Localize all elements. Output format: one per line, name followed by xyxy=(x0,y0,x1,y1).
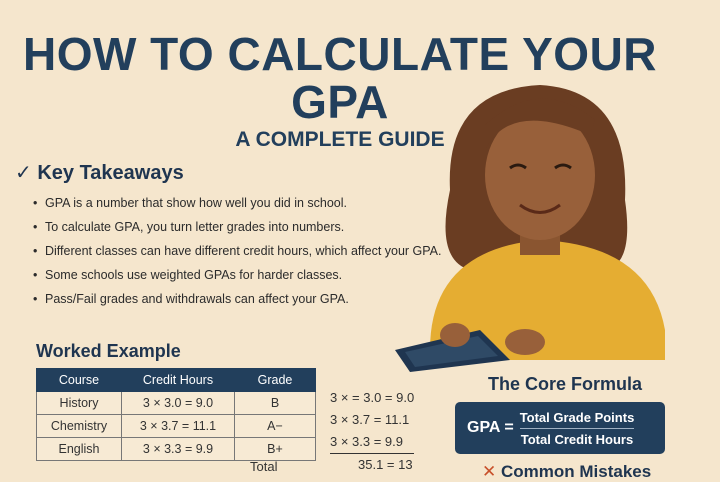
cell: B+ xyxy=(234,437,316,461)
table-header-row: Course Credit Hours Grade xyxy=(36,368,316,392)
cell: 3 × 3.3 = 9.9 xyxy=(121,437,235,461)
calc-line: 3 × 3.7 = 11.1 xyxy=(330,412,410,427)
calc-line: 3 × = 3.0 = 9.0 xyxy=(330,390,415,405)
calc-total: 35.1 = 13 xyxy=(358,457,413,472)
column-header: Course xyxy=(36,368,122,392)
title-line1: HOW TO CALCULATE YOUR xyxy=(22,28,658,80)
formula-numerator: Total Grade Points xyxy=(519,410,635,429)
formula-denominator: Total Credit Hours xyxy=(520,431,634,447)
formula-box: GPA = Total Grade Points Total Credit Ho… xyxy=(455,402,665,454)
table-row: History 3 × 3.0 = 9.0 B xyxy=(36,391,316,415)
cell: 3 × 3.0 = 9.0 xyxy=(121,391,235,415)
list-item: Different classes can have different cre… xyxy=(33,243,465,260)
total-label: Total xyxy=(250,459,278,474)
checkmark-icon: ✓ xyxy=(15,162,32,184)
calc-line: 3 × 3.3 = 9.9 xyxy=(330,431,415,454)
cell: B xyxy=(234,391,316,415)
common-mistakes-heading: ✕ Common Mistakes xyxy=(482,462,651,482)
list-item: Pass/Fail grades and withdrawals can aff… xyxy=(33,291,465,308)
student-illustration xyxy=(395,85,665,372)
title-line2: GPA xyxy=(291,76,389,128)
key-takeaways-section: ✓ Key Takeaways GPA is a number that sho… xyxy=(15,160,465,315)
list-item: To calculate GPA, you turn letter grades… xyxy=(33,219,465,236)
worked-example-heading: Worked Example xyxy=(36,341,181,361)
mistakes-heading-text: Common Mistakes xyxy=(500,462,652,481)
core-formula-heading: The Core Formula xyxy=(488,374,643,394)
cell: 3 × 3.7 = 11.1 xyxy=(121,414,235,438)
column-header: Credit Hours xyxy=(121,368,235,392)
formula-lhs: GPA = xyxy=(467,419,514,436)
subtitle: A COMPLETE GUIDE xyxy=(235,128,445,151)
table-row: English 3 × 3.3 = 9.9 B+ xyxy=(36,437,316,461)
takeaways-list: GPA is a number that show how well you d… xyxy=(33,195,465,308)
column-header: Grade xyxy=(234,368,316,392)
cell: A− xyxy=(234,414,316,438)
cell: Chemistry xyxy=(36,414,122,438)
list-item: Some schools use weighted GPAs for harde… xyxy=(33,267,465,284)
cross-icon: ✕ xyxy=(482,462,497,481)
table-row: Chemistry 3 × 3.7 = 11.1 A− xyxy=(36,414,316,438)
takeaways-heading: Key Takeaways xyxy=(37,162,184,184)
worked-example-table: Course Credit Hours Grade History 3 × 3.0… xyxy=(36,368,316,461)
cell: English xyxy=(36,437,122,461)
cell: History xyxy=(36,391,122,415)
calculation-column: 3 × = 3.0 = 9.0 3 × 3.7 = 11.1 3 × 3.3 =… xyxy=(330,387,415,476)
list-item: GPA is a number that show how well you d… xyxy=(33,195,465,212)
